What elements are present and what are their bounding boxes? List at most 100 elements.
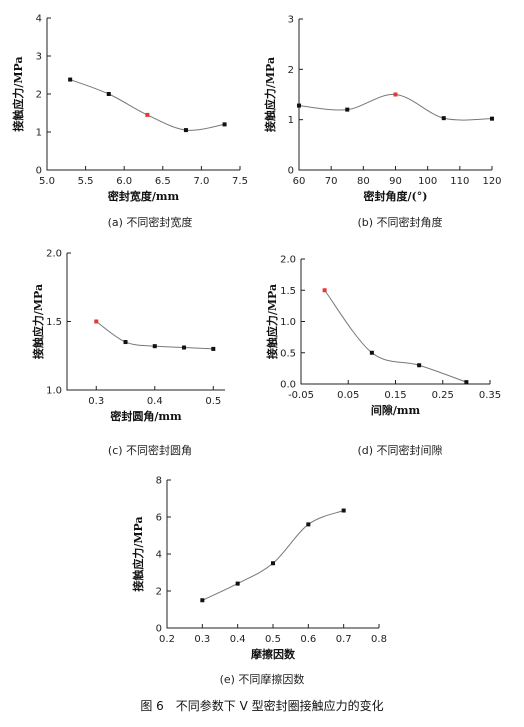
x-tick-label: 0.3 [88, 396, 104, 407]
data-point [417, 363, 422, 368]
y-tick-label: 1 [36, 128, 42, 139]
x-tick-label: 80 [357, 176, 370, 187]
series-line [69, 79, 225, 131]
data-point [222, 122, 227, 127]
data-point [345, 107, 350, 112]
x-tick-label: 110 [450, 176, 469, 187]
data-point [297, 103, 301, 108]
x-axis-label: 密封宽度/mm [108, 189, 180, 203]
y-tick-label: 0.5 [280, 348, 296, 359]
chart-panel-a: 5.0 5.5 6.0 6.5 7.0 7.5 0 1 2 3 4 密封宽度/mm 接触应力/MPa (a… [11, 14, 248, 230]
panel-caption: (a) 不同密封宽度 [108, 215, 193, 229]
data-point [152, 344, 157, 349]
data-point [183, 128, 188, 133]
x-tick-label: 0.2 [159, 634, 175, 645]
x-tick-label: 0.5 [205, 396, 221, 407]
y-tick-label: 6 [156, 513, 162, 524]
x-tick-label: 5.5 [78, 176, 94, 187]
y-tick-label: 0 [156, 624, 162, 635]
y-axis-label: 接触应力/MPa [263, 57, 277, 132]
y-tick-label: 2.0 [46, 249, 62, 260]
data-point [369, 350, 374, 355]
x-tick-label: 0.15 [384, 390, 406, 401]
x-axis-label: 间隙/mm [371, 403, 421, 417]
chart-panel-c: 0.3 0.4 0.5 1.0 1.5 2.0 密封圆角/mm 接触应力/MPa (c) 不同密… [31, 249, 225, 457]
x-tick-label: 0.8 [371, 634, 387, 645]
data-point [235, 581, 240, 586]
x-tick-label: 0.4 [147, 396, 163, 407]
x-tick-label: 0.4 [230, 634, 246, 645]
data-point [464, 380, 469, 385]
x-tick-label: 0.3 [194, 634, 210, 645]
data-point [200, 598, 205, 603]
y-tick-label: 2 [36, 90, 42, 101]
y-tick-label: 0 [288, 166, 294, 177]
x-tick-label: 0.25 [432, 390, 454, 401]
figure-caption: 图 6 不同参数下 V 型密封圈接触应力的变化 [140, 698, 383, 713]
data-point [322, 288, 327, 293]
x-tick-label: 6.5 [155, 176, 171, 187]
panel-caption: (c) 不同密封圆角 [108, 443, 192, 457]
data-point [94, 319, 99, 324]
y-tick-label: 3 [36, 52, 42, 63]
axis-lines [300, 259, 490, 385]
data-point [271, 561, 275, 566]
x-tick-label: 100 [418, 176, 437, 187]
x-axis-label: 摩擦因数 [251, 647, 296, 661]
x-tick-label: 7.0 [193, 176, 209, 187]
panel-caption: (b) 不同密封角度 [357, 215, 442, 229]
data-point [393, 92, 398, 97]
x-tick-label: 0.35 [479, 390, 501, 401]
axis-lines [46, 18, 240, 171]
x-tick-label: 0.6 [300, 634, 316, 645]
x-tick-label: 90 [389, 176, 402, 187]
data-point [211, 346, 216, 351]
axis-lines [66, 253, 225, 391]
data-point [68, 77, 73, 82]
x-tick-label: 120 [482, 176, 501, 187]
chart-panel-b: 60 70 80 90 100 110 120 0 1 2 3 密封角度/(°) 接触应力/MPa (b)… [263, 15, 502, 230]
x-tick-label: 5.0 [39, 176, 55, 187]
data-point [145, 112, 150, 117]
y-axis-label: 接触应力/MPa [265, 284, 279, 359]
y-tick-label: 0 [36, 166, 42, 177]
data-point [341, 508, 346, 513]
x-axis-label: 密封圆角/mm [110, 409, 182, 423]
y-tick-label: 4 [156, 550, 162, 561]
y-tick-label: 1.5 [46, 317, 62, 328]
y-tick-label: 4 [36, 14, 42, 25]
chart-panel-d: -0.05 0.05 0.15 0.25 0.35 0.0 0.5 1.0 1.5 2.0 间隙/m… [265, 255, 501, 458]
series-line [202, 510, 344, 601]
y-tick-label: 1.0 [280, 317, 296, 328]
y-tick-label: 3 [288, 15, 294, 26]
y-axis-label: 接触应力/MPa [11, 56, 25, 131]
y-tick-label: 1.5 [280, 286, 296, 297]
data-point [182, 345, 187, 350]
x-tick-label: 60 [293, 176, 306, 187]
series-line [298, 93, 493, 121]
axis-lines [166, 480, 379, 629]
y-tick-label: 2 [288, 65, 294, 76]
x-tick-label: 0.5 [265, 634, 281, 645]
y-tick-label: 0.0 [280, 380, 296, 391]
panel-caption: (d) 不同密封间隙 [357, 443, 442, 457]
y-tick-label: 1 [288, 115, 294, 126]
data-point [123, 340, 128, 345]
y-axis-label: 接触应力/MPa [131, 516, 145, 591]
data-point [441, 116, 446, 121]
x-tick-label: -0.05 [288, 390, 314, 401]
x-tick-label: 0.7 [336, 634, 352, 645]
y-tick-label: 8 [156, 476, 162, 487]
x-tick-label: 7.5 [232, 176, 248, 187]
y-tick-label: 1.0 [46, 386, 62, 397]
chart-panel-e: 0.2 0.3 0.4 0.5 0.6 0.7 0.8 0 2 4 6 8 摩擦因数 接触应力/MPa (e… [131, 476, 387, 687]
y-axis-label: 接触应力/MPa [31, 284, 45, 359]
series-line [324, 289, 467, 383]
x-tick-label: 0.05 [337, 390, 359, 401]
panel-caption: (e) 不同摩擦因数 [220, 672, 305, 686]
x-tick-label: 6.0 [116, 176, 132, 187]
y-tick-label: 2.0 [280, 255, 296, 266]
x-tick-label: 70 [325, 176, 338, 187]
data-point [306, 522, 311, 527]
